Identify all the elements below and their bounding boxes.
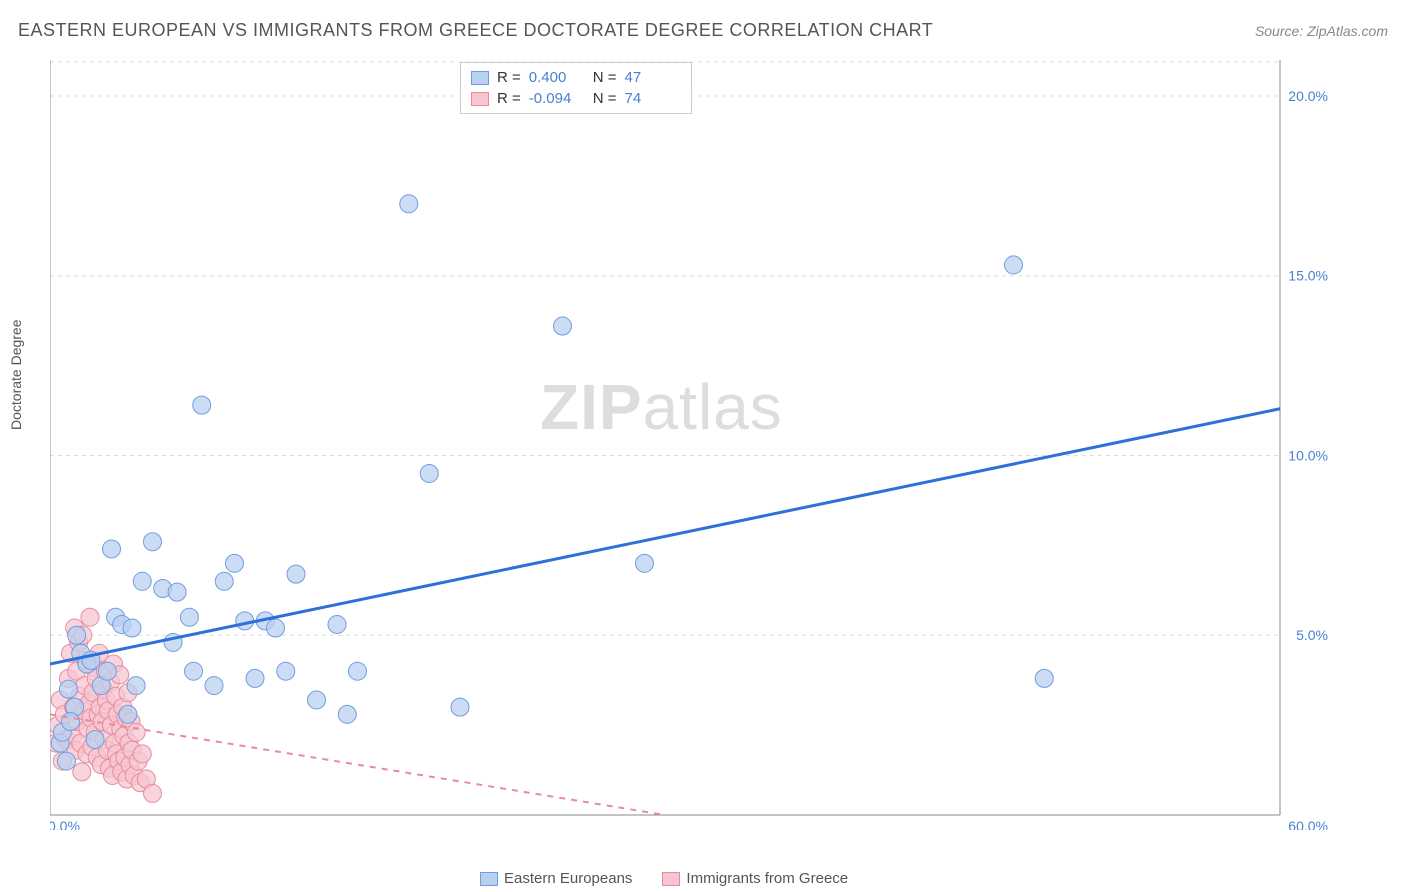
chart-title: EASTERN EUROPEAN VS IMMIGRANTS FROM GREE…	[18, 20, 933, 41]
legend-swatch-blue	[480, 872, 498, 886]
svg-text:10.0%: 10.0%	[1288, 447, 1328, 463]
chart-area: 5.0% 10.0% 15.0% 20.0% 0.0% 60.0%	[50, 60, 1350, 830]
chart-header: EASTERN EUROPEAN VS IMMIGRANTS FROM GREE…	[18, 20, 1388, 41]
svg-text:15.0%: 15.0%	[1288, 268, 1328, 284]
stats-row: R = -0.094 N = 74	[471, 88, 681, 109]
legend-item: Eastern Europeans	[480, 870, 632, 887]
svg-text:0.0%: 0.0%	[50, 818, 80, 830]
legend-label: Eastern Europeans	[504, 870, 632, 887]
stats-row: R = 0.400 N = 47	[471, 67, 681, 88]
svg-text:20.0%: 20.0%	[1288, 88, 1328, 104]
scatter-plot: 5.0% 10.0% 15.0% 20.0% 0.0% 60.0%	[50, 60, 1350, 830]
svg-text:5.0%: 5.0%	[1296, 627, 1328, 643]
svg-text:60.0%: 60.0%	[1288, 818, 1328, 830]
chart-legend: Eastern Europeans Immigrants from Greece	[480, 870, 848, 887]
y-axis-label: Doctorate Degree	[8, 319, 24, 430]
series-swatch-pink	[471, 92, 489, 106]
chart-source: Source: ZipAtlas.com	[1255, 23, 1388, 39]
legend-swatch-pink	[662, 872, 680, 886]
correlation-stats-box: R = 0.400 N = 47 R = -0.094 N = 74	[460, 62, 692, 114]
legend-label: Immigrants from Greece	[686, 870, 848, 887]
legend-item: Immigrants from Greece	[662, 870, 848, 887]
series-swatch-blue	[471, 71, 489, 85]
